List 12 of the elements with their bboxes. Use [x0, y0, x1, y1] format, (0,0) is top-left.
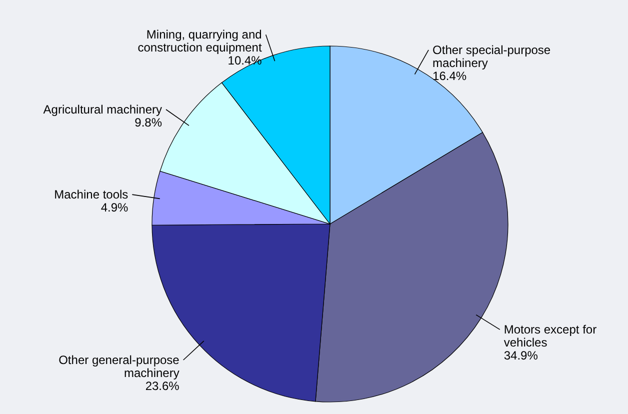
data-label: 23.6% [145, 378, 180, 393]
slice-label: Other general-purpose machinery [58, 352, 180, 380]
data-label: 34.9% [504, 348, 538, 363]
slice-label: Mining, quarrying and construction equipment [138, 28, 262, 55]
slice-label: Agricultural machinery [43, 102, 162, 117]
data-label: 16.4% [432, 68, 467, 83]
slice-label: Motors except for vehicles [504, 322, 597, 350]
data-label: 10.4% [228, 54, 262, 68]
data-label: 9.8% [134, 116, 162, 130]
slice-label: Other special-purpose machinery [432, 42, 551, 70]
slice-label: Machine tools [54, 188, 128, 202]
data-label: 4.9% [100, 200, 128, 215]
